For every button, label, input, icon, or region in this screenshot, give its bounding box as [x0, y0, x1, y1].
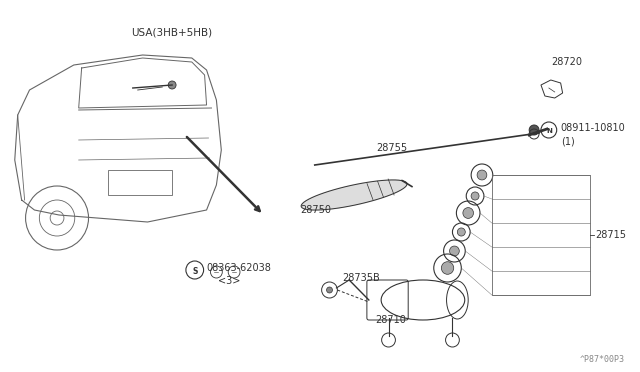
Text: 28720: 28720: [551, 57, 582, 67]
Bar: [492, 175, 590, 295]
Text: 28735B: 28735B: [342, 273, 380, 283]
Circle shape: [477, 170, 487, 180]
Polygon shape: [301, 180, 407, 210]
Circle shape: [326, 287, 332, 293]
Text: 08363-62038: 08363-62038: [207, 263, 271, 273]
Circle shape: [449, 246, 460, 256]
Circle shape: [458, 228, 465, 236]
Circle shape: [168, 81, 176, 89]
Circle shape: [471, 192, 479, 200]
Circle shape: [529, 125, 539, 135]
Text: <3>: <3>: [218, 276, 241, 286]
Text: S: S: [192, 266, 197, 276]
Text: 28715: 28715: [595, 230, 626, 240]
Text: 28710: 28710: [376, 315, 406, 325]
Text: 28750: 28750: [300, 205, 331, 215]
Circle shape: [442, 262, 454, 274]
Text: 08911-10810: 08911-10810: [561, 123, 625, 133]
Text: (1): (1): [561, 136, 574, 146]
Text: 28755: 28755: [377, 143, 408, 153]
Text: ^P87*00P3: ^P87*00P3: [580, 356, 625, 365]
Circle shape: [463, 208, 474, 218]
Text: N: N: [546, 128, 552, 134]
Bar: [108, 170, 172, 195]
Text: USA(3HB+5HB): USA(3HB+5HB): [132, 27, 212, 37]
